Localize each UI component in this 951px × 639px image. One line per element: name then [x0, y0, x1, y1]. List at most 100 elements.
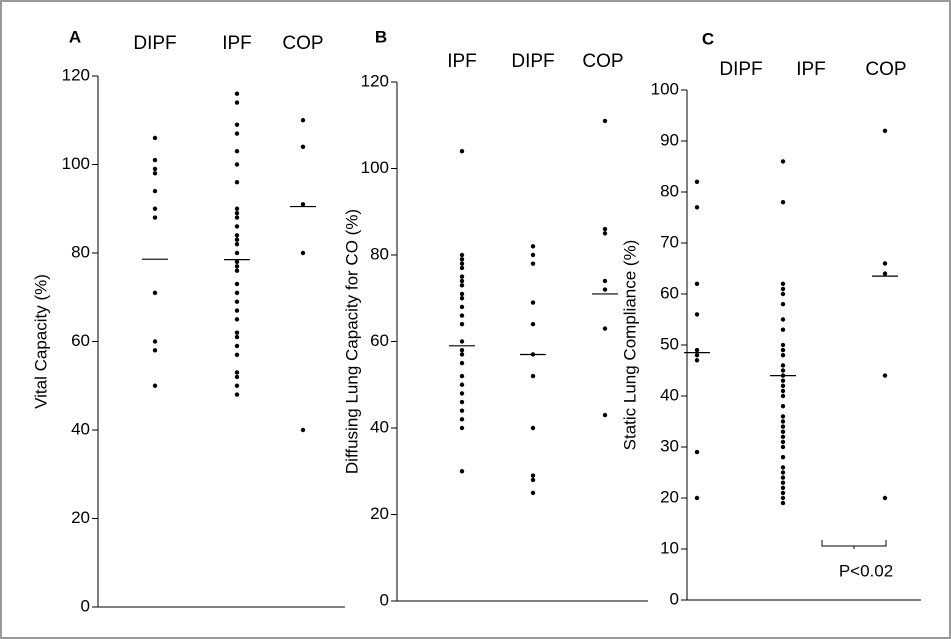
data-point	[780, 419, 786, 424]
data-point	[882, 271, 888, 276]
y-axis-label: Static Lung Compliance (%)	[620, 240, 639, 451]
data-point	[234, 180, 240, 185]
data-point	[780, 327, 786, 332]
data-point	[530, 477, 536, 483]
data-point	[882, 128, 888, 133]
data-point	[234, 122, 240, 127]
category-label: DIPF	[133, 33, 176, 54]
data-point	[234, 268, 240, 273]
data-point	[459, 360, 465, 366]
panel-label: C	[702, 29, 714, 48]
y-tick-label: 80	[370, 244, 389, 263]
data-point	[459, 382, 465, 387]
data-point	[694, 281, 700, 286]
data-point	[459, 283, 465, 288]
data-point	[300, 427, 306, 433]
data-point	[780, 444, 786, 450]
category-label: DIPF	[719, 59, 762, 80]
data-point	[602, 326, 608, 331]
data-point	[234, 290, 240, 296]
data-point	[234, 308, 240, 313]
y-tick-label: 80	[71, 242, 90, 261]
data-point	[234, 131, 240, 136]
data-point	[459, 261, 465, 266]
data-point	[459, 408, 465, 413]
data-point	[300, 202, 306, 207]
data-point	[234, 383, 240, 388]
data-point	[602, 231, 608, 236]
data-point	[780, 393, 786, 399]
data-point	[780, 470, 786, 475]
data-point	[459, 278, 465, 284]
data-point	[694, 205, 700, 210]
data-point	[459, 352, 465, 357]
data-point	[152, 166, 158, 172]
data-point	[234, 259, 240, 265]
y-axis-label: Vital Capacity (%)	[31, 274, 50, 409]
y-tick-label: 100	[651, 79, 679, 98]
data-point	[152, 171, 158, 176]
data-point	[234, 330, 240, 335]
data-point	[602, 118, 608, 124]
data-point	[780, 480, 786, 485]
data-point	[882, 261, 888, 266]
data-point	[780, 286, 786, 292]
category-label: IPF	[796, 59, 826, 80]
data-point	[780, 485, 786, 490]
data-point	[780, 439, 786, 445]
data-point	[459, 296, 465, 301]
y-tick-label: 60	[370, 331, 389, 350]
data-point	[780, 475, 786, 480]
data-point	[780, 404, 786, 409]
data-point	[780, 159, 786, 164]
category-label: COP	[582, 51, 623, 72]
data-point	[459, 265, 465, 271]
data-point	[234, 317, 240, 322]
y-tick-label: 0	[670, 589, 679, 608]
y-tick-label: 20	[370, 504, 389, 523]
data-point	[780, 388, 786, 394]
y-tick-label: 80	[660, 181, 679, 200]
data-point	[459, 373, 465, 379]
data-point	[459, 469, 465, 474]
data-point	[459, 339, 465, 344]
data-point	[530, 261, 536, 266]
data-point	[152, 188, 158, 194]
data-point	[780, 429, 786, 434]
data-point	[530, 425, 536, 431]
data-point	[234, 91, 240, 96]
data-point	[459, 257, 465, 262]
data-point	[780, 302, 786, 307]
data-point	[300, 144, 306, 149]
data-point	[780, 342, 786, 348]
y-axis-label: Diffusing Lung Capacity for CO (%)	[342, 209, 361, 474]
data-point	[152, 135, 158, 141]
data-point	[459, 252, 465, 258]
data-point	[234, 237, 240, 242]
data-point	[780, 434, 786, 439]
data-point	[300, 118, 306, 123]
data-point	[882, 373, 888, 378]
data-point	[152, 383, 158, 388]
data-point	[780, 281, 786, 286]
data-point	[694, 353, 700, 358]
y-tick-label: 120	[62, 65, 90, 84]
data-point	[780, 353, 786, 358]
data-point	[459, 391, 465, 396]
data-point	[694, 179, 700, 184]
data-point	[234, 224, 240, 229]
y-tick-label: 40	[370, 417, 389, 436]
data-point	[780, 455, 786, 460]
data-point	[780, 465, 786, 470]
data-point	[882, 495, 888, 501]
data-point	[459, 322, 465, 327]
data-point	[234, 352, 240, 357]
y-tick-label: 60	[660, 283, 679, 302]
data-point	[152, 215, 158, 220]
data-point	[459, 313, 465, 318]
data-point	[780, 317, 786, 322]
data-point	[152, 339, 158, 344]
data-point	[694, 347, 700, 353]
